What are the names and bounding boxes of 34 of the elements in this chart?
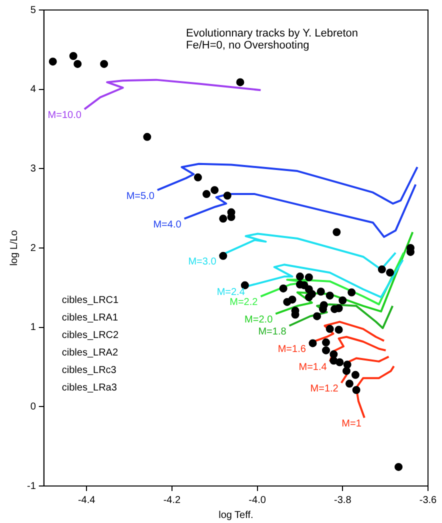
annotation: cibles_LRA2 <box>62 347 118 358</box>
annotation: cibles_LRc3 <box>62 364 117 376</box>
x-tick-label: -3.6 <box>419 494 438 506</box>
annotation: cibles_LRa3 <box>62 382 118 394</box>
y-tick-label: 0 <box>30 401 36 412</box>
text: Fe/H=0, no Overshooting <box>186 40 310 52</box>
text: Evolutionnary tracks by Y. Lebreton <box>186 28 358 40</box>
series-label: M=1.8 <box>258 326 287 338</box>
annotation: cibles_LRC1 <box>62 294 120 306</box>
x-axis-title: log Teff. <box>218 510 254 521</box>
series-label: M=10.0 <box>48 110 82 121</box>
series-label: M=2.2 <box>230 297 258 308</box>
x-tick-label: -4.2 <box>163 494 181 506</box>
x-tick-label: -4.4 <box>78 494 96 506</box>
annotation: cibles_LRC2 <box>62 330 120 341</box>
series-label: M=1.2 <box>310 384 339 395</box>
series-label: M=1 <box>342 418 362 430</box>
y-axis-title: log L/Lo <box>8 230 20 266</box>
series-label: M=1.6 <box>278 344 306 355</box>
series-label: M=2.0 <box>244 314 274 326</box>
y-tick-label: 1 <box>30 322 36 334</box>
y-tick-label: 4 <box>30 84 36 96</box>
x-tick-label: -3.8 <box>334 494 352 506</box>
series-label: M=1.4 <box>298 362 328 374</box>
series-label: M=4.0 <box>153 219 182 230</box>
y-tick-label: 3 <box>30 163 36 174</box>
annotation: cibles_LRA1 <box>62 312 118 324</box>
y-tick-label: -1 <box>26 480 36 492</box>
series-label: M=2.4 <box>216 286 246 298</box>
series-label: M=3.0 <box>188 256 217 268</box>
x-tick-label: -4.0 <box>248 494 266 506</box>
y-tick-label: 2 <box>30 242 36 254</box>
series-label: M=5.0 <box>126 190 155 202</box>
y-tick-label: 5 <box>30 4 36 16</box>
